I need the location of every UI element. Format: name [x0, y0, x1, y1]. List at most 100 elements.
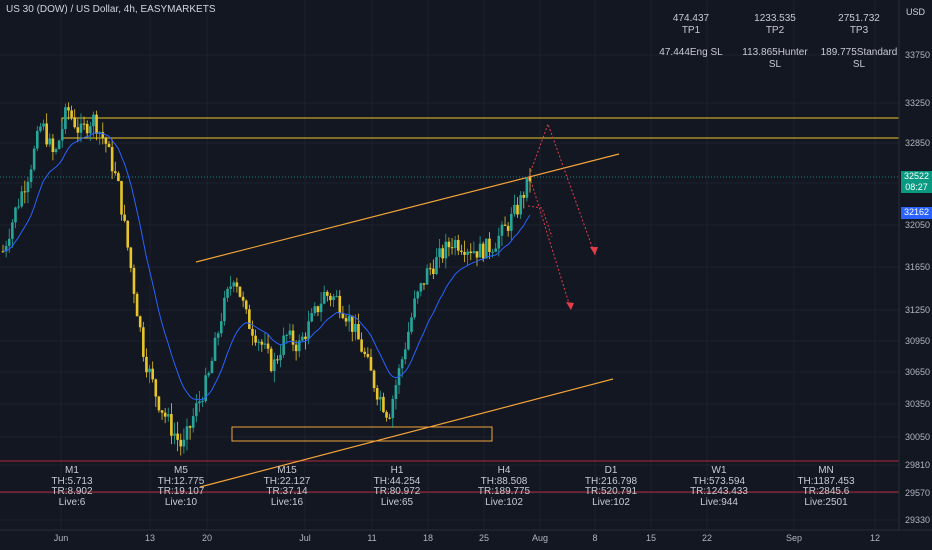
candle-body [123, 214, 126, 221]
candle-body [528, 177, 532, 182]
candle-body [129, 247, 133, 269]
ma-price-badge: 32162 [901, 207, 932, 219]
candle-body [494, 248, 497, 252]
candle-body [522, 195, 526, 198]
x-tick-label: 11 [367, 533, 377, 543]
candle-body [394, 385, 398, 399]
candle-body [369, 356, 373, 371]
timeframe-d1: D1 TH:216.798 TR:520.791 Live:102 [566, 465, 656, 508]
timeframe-th: TH:5.713 [51, 475, 93, 487]
candle-body [460, 250, 463, 252]
candle-body [126, 220, 130, 248]
y-tick-label: 31650 [905, 262, 931, 272]
candle-body [272, 359, 276, 372]
candle-body [138, 316, 142, 328]
standard-sl-block: 189.775Standard SL [820, 47, 898, 70]
y-tick-label: 33250 [905, 98, 931, 108]
candle-body [191, 416, 195, 428]
candle-body [322, 291, 326, 304]
candle-body [157, 396, 161, 411]
y-tick-label: 32850 [905, 138, 931, 148]
candle-body [45, 123, 48, 145]
candle-body [372, 370, 376, 389]
timeframe-th: TH:12.775 [157, 475, 205, 487]
timeframe-tr: TR:80.972 [373, 486, 421, 497]
candle-body [1, 251, 5, 253]
candle-body [188, 426, 192, 428]
candle-body [226, 288, 229, 298]
candle-body [344, 318, 348, 322]
candle-body [213, 337, 217, 361]
candle-body [466, 251, 469, 255]
timeframe-live: Live:2501 [804, 496, 848, 508]
timeframe-name: W1 [711, 465, 727, 476]
candle-body [145, 356, 148, 373]
timeframe-tr: TR:1243.433 [690, 486, 748, 497]
candle-body [11, 222, 14, 239]
timeframe-th: TH:216.798 [584, 475, 638, 487]
y-tick-label: 29570 [905, 488, 931, 498]
candle-body [248, 309, 251, 329]
timeframe-th: TH:1187.453 [797, 475, 855, 487]
timeframe-live: Live:6 [58, 496, 86, 508]
candle-body [132, 268, 136, 294]
x-tick-label: Aug [531, 533, 549, 543]
candle-body [70, 110, 73, 118]
timeframe-live: Live:944 [700, 496, 738, 508]
candle-body [497, 235, 501, 249]
timeframe-tr: TR:8.902 [51, 486, 93, 497]
candle-body [238, 286, 242, 297]
candle-body [478, 243, 482, 258]
candle-body [148, 368, 151, 373]
candle-body [472, 251, 476, 253]
hunter-sl-block: 113.865Hunter SL [742, 47, 808, 70]
candle-body [154, 379, 158, 397]
candle-body [207, 373, 211, 376]
candle-body [469, 251, 473, 253]
candle-body [39, 126, 42, 131]
candle-body [20, 191, 24, 207]
candle-body [257, 341, 261, 343]
candle-body [219, 321, 223, 334]
candle-body [79, 123, 83, 133]
candle-body [503, 224, 507, 226]
currency-label: USD [906, 7, 926, 17]
x-tick-label: 25 [478, 533, 490, 543]
timeframe-h1: H1 TH:44.254 TR:80.972 Live:65 [352, 465, 442, 508]
candle-body [425, 268, 429, 285]
candle-body [513, 204, 516, 214]
candle-body [375, 388, 379, 400]
candle-body [201, 401, 204, 403]
chart-zones [0, 117, 900, 493]
candle-body [391, 398, 395, 419]
tp2-block: 1233.535 TP2 [754, 13, 796, 36]
candle-body [304, 336, 307, 340]
timeframe-name: H4 [497, 465, 511, 476]
candle-body [36, 130, 39, 149]
y-tick-label: 30350 [905, 399, 931, 409]
candle-body [117, 173, 120, 181]
candle-body [403, 349, 407, 360]
candle-series [1, 102, 532, 456]
resistance-zone [61, 117, 900, 139]
candle-body [301, 336, 304, 341]
candle-body [282, 335, 285, 355]
timeframe-live: Live:65 [380, 496, 414, 508]
projection-arrows [527, 122, 598, 311]
candle-body [26, 181, 30, 193]
ma-price-value: 32162 [903, 207, 930, 217]
timeframe-name: MN [818, 465, 834, 476]
candle-body [400, 359, 404, 369]
candle-body [519, 195, 522, 215]
timeframe-live: Live:102 [485, 496, 523, 508]
candle-body [244, 300, 248, 310]
candle-body [335, 295, 338, 297]
chart-grid [0, 0, 899, 530]
candle-body [110, 147, 114, 172]
candle-body [251, 328, 254, 336]
candle-body [509, 213, 513, 231]
candle-body [279, 354, 282, 361]
candle-body [385, 412, 388, 418]
candle-body [316, 306, 320, 313]
